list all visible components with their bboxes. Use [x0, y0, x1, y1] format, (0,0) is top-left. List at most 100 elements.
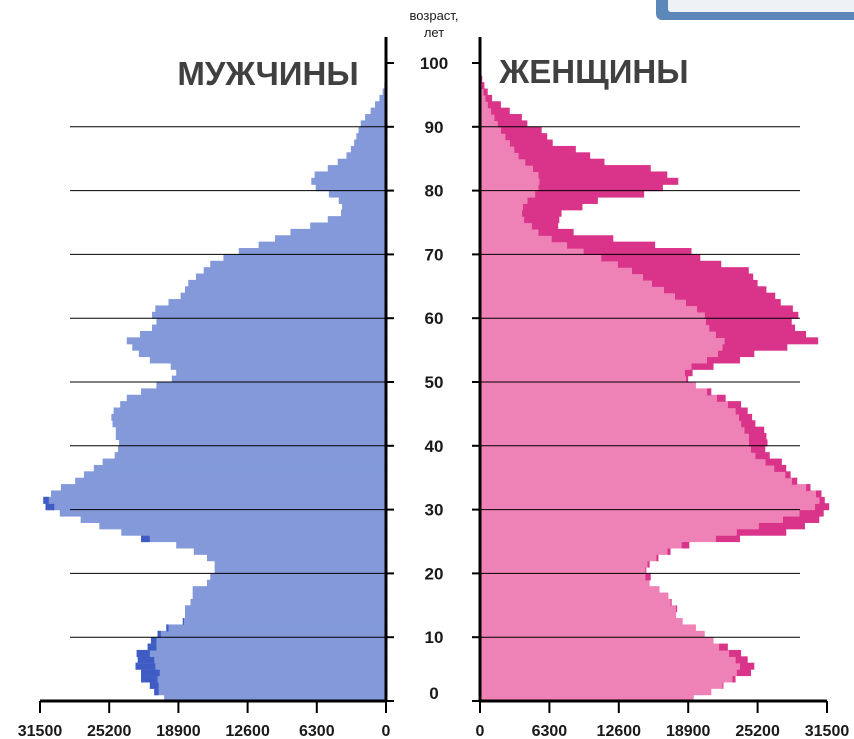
female-bar-age-39 [480, 445, 751, 453]
male-bar-age-52 [170, 362, 386, 370]
male-bar-age-85 [346, 152, 386, 160]
male-bar-age-33 [60, 484, 386, 492]
female-excess-bar-age-48 [706, 388, 712, 396]
female-bar-age-76 [480, 209, 522, 217]
male-bar-age-6 [137, 656, 386, 664]
male-bar-age-44 [111, 413, 387, 421]
female-bar-age-33 [480, 484, 807, 492]
female-bar-age-14 [480, 605, 677, 613]
female-bar-age-4 [480, 669, 737, 677]
female-bar-age-61 [480, 305, 698, 313]
female-bar-age-94 [480, 94, 486, 102]
female-bar-age-90 [480, 120, 498, 128]
x-tick-label-right-3: 18900 [666, 723, 711, 739]
male-bar-age-55 [132, 343, 386, 351]
female-bar-age-64 [480, 286, 664, 294]
male-bar-age-21 [214, 560, 386, 568]
male-bar-age-68 [210, 260, 386, 268]
female-bar-age-53 [480, 356, 707, 364]
male-bar-age-89 [358, 126, 386, 134]
female-excess-bar-age-92 [491, 107, 510, 115]
male-bar-age-86 [350, 145, 386, 153]
male-excess-bar-age-5 [135, 662, 156, 670]
female-bar-age-23 [480, 547, 668, 555]
female-excess-bar-age-80 [538, 184, 663, 192]
female-bar-age-19 [480, 573, 646, 581]
female-excess-bar-age-40 [748, 439, 768, 447]
male-bar-age-19 [210, 573, 386, 581]
female-bar-age-66 [480, 273, 644, 281]
male-bar-age-87 [354, 139, 386, 147]
female-bar-age-59 [480, 318, 706, 326]
male-bar-age-26 [121, 528, 387, 536]
male-bar-age-53 [149, 356, 386, 364]
female-bar-age-40 [480, 439, 749, 447]
male-bar-age-59 [156, 318, 386, 326]
female-bar-age-80 [480, 184, 539, 192]
male-bar-age-42 [115, 426, 387, 434]
x-tick-label-left-2: 18900 [156, 723, 201, 739]
male-bar-age-73 [290, 228, 386, 236]
male-bar-age-63 [180, 292, 386, 300]
female-bar-age-63 [480, 292, 675, 300]
female-bar-age-28 [480, 515, 783, 523]
male-bar-age-67 [203, 267, 386, 275]
female-bar-age-65 [480, 279, 652, 287]
male-excess-bar-age-1 [154, 688, 159, 696]
male-bar-age-38 [114, 452, 386, 460]
female-bar-age-93 [480, 101, 488, 109]
male-bar-age-58 [152, 324, 386, 332]
female-bar-age-89 [480, 126, 501, 134]
female-bar-age-34 [480, 477, 792, 485]
male-bar-age-14 [184, 605, 386, 613]
male-bar-age-15 [190, 598, 386, 606]
female-excess-bar-age-56 [724, 337, 819, 345]
male-bar-age-5 [135, 662, 386, 670]
male-bar-age-95 [382, 88, 386, 96]
female-excess-bar-age-28 [782, 515, 820, 523]
male-bar-age-0 [164, 694, 386, 702]
x-tick-label-left-3: 12600 [225, 723, 270, 739]
male-bar-age-40 [119, 439, 386, 447]
female-bar-age-95 [480, 88, 484, 96]
male-bar-age-3 [141, 675, 386, 683]
male-bar-age-20 [214, 567, 386, 574]
male-bar-age-88 [356, 133, 386, 141]
female-bar-age-2 [480, 681, 723, 689]
female-excess-bar-age-87 [509, 139, 553, 147]
female-excess-bar-age-54 [717, 350, 755, 358]
male-bar-age-7 [136, 649, 386, 657]
age-gridlines [70, 126, 800, 638]
age-tick-label-10: 10 [425, 628, 444, 647]
age-tick-label-40: 40 [425, 437, 444, 456]
female-excess-bar-age-93 [487, 101, 501, 109]
female-bar-age-1 [480, 688, 712, 696]
female-excess-bar-age-31 [819, 496, 825, 504]
female-excess-bar-age-76 [521, 209, 562, 217]
male-bar-age-82 [314, 171, 386, 179]
male-bar-age-29 [59, 509, 387, 517]
female-bar-age-88 [480, 133, 506, 141]
female-excess-bar-age-96 [481, 82, 485, 90]
female-excess-bar-age-78 [527, 196, 598, 204]
female-excess-bar-age-81 [539, 177, 679, 185]
female-excess-bar-age-53 [706, 356, 740, 364]
female-excess-bar-age-46 [727, 401, 742, 409]
female-bar-age-5 [480, 662, 740, 670]
age-tick-label-90: 90 [425, 118, 444, 137]
female-bar-age-78 [480, 196, 528, 204]
female-excess-bar-age-33 [806, 484, 811, 492]
female-bar-age-57 [480, 330, 716, 338]
male-bar-age-10 [157, 630, 386, 638]
female-bar-age-49 [480, 382, 696, 389]
female-bar-age-73 [480, 228, 539, 236]
female-excess-bar-age-22 [656, 554, 659, 562]
female-excess-bar-age-79 [535, 190, 645, 198]
male-bar-age-70 [238, 248, 386, 255]
male-bar-age-25 [141, 535, 386, 543]
male-title: МУЖЧИНЫ [177, 55, 358, 92]
female-bar-age-75 [480, 216, 525, 224]
male-bar-age-51 [176, 369, 386, 377]
male-excess-bar-age-25 [141, 535, 150, 543]
